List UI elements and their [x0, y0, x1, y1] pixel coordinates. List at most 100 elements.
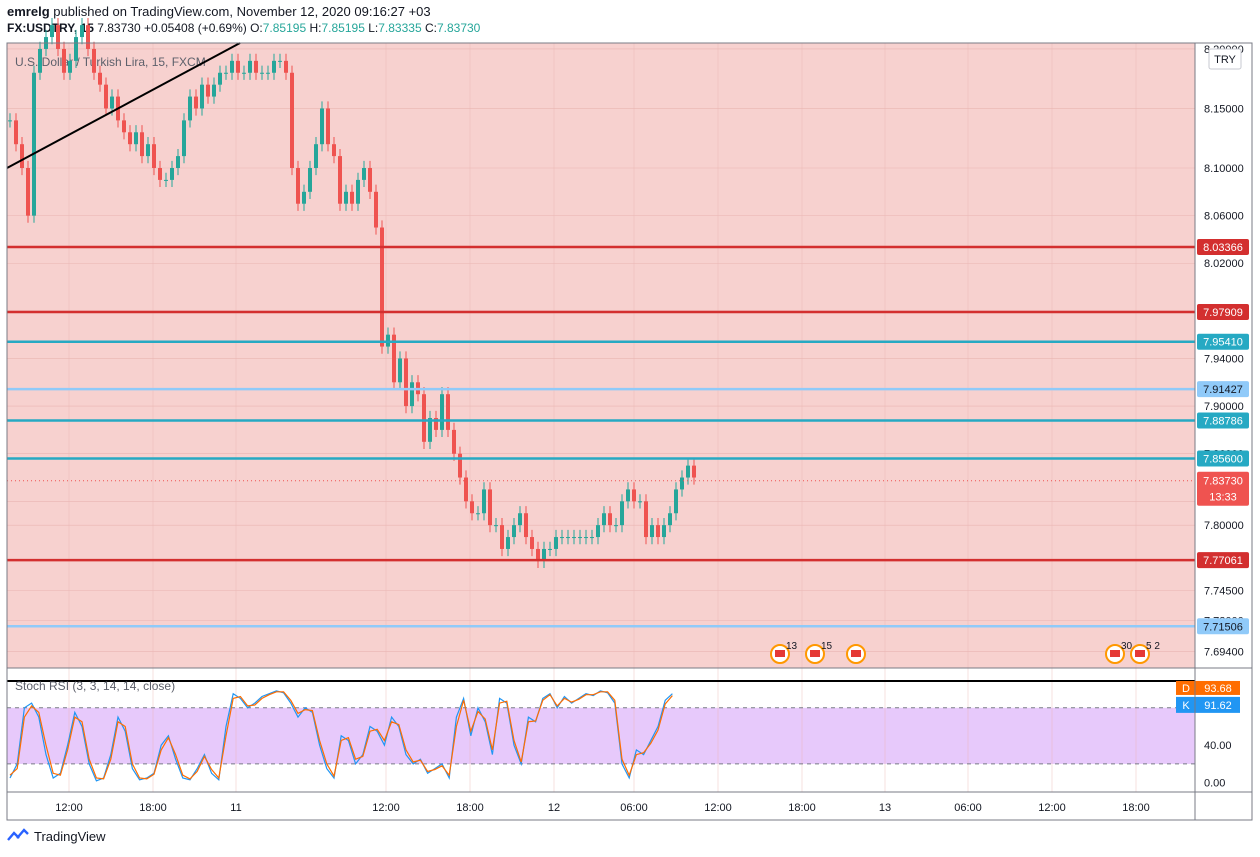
- x-tick-label: 18:00: [788, 802, 816, 814]
- candle-body: [236, 60, 240, 73]
- candle-body: [152, 144, 156, 168]
- candle-body: [578, 537, 582, 539]
- candle-body: [632, 489, 636, 502]
- y-tick-label: 7.69400: [1204, 646, 1244, 658]
- candle-body: [572, 537, 576, 539]
- candle-body: [62, 48, 66, 73]
- candle-body: [686, 465, 690, 478]
- ohlc-line: FX:USDTRY, 15 7.83730 +0.05408 (+0.69%) …: [7, 21, 480, 35]
- candle-body: [356, 179, 360, 204]
- rsi-k-value: 91.62: [1204, 700, 1232, 712]
- rsi-tick-label: 40.00: [1204, 740, 1232, 752]
- candle-body: [614, 525, 618, 527]
- candle-body: [134, 132, 138, 145]
- candle-body: [176, 156, 180, 168]
- y-tick-label: 7.90000: [1204, 401, 1244, 413]
- candle-body: [674, 489, 678, 514]
- level-price-label: 7.77061: [1203, 555, 1243, 567]
- rsi-d-tag: [1176, 680, 1240, 695]
- candle-body: [278, 60, 282, 62]
- level-price-label: 7.91427: [1203, 384, 1243, 396]
- level-price-tag: [1197, 238, 1249, 255]
- candle-body: [128, 132, 132, 145]
- candle-body: [452, 429, 456, 454]
- candle-body: [320, 108, 324, 145]
- candle-body: [26, 168, 30, 216]
- published-text: published on TradingView.com, November 1…: [53, 4, 431, 19]
- candle-body: [158, 168, 162, 180]
- candle-body: [290, 72, 294, 168]
- candle-body: [554, 537, 558, 549]
- candle-body: [398, 358, 402, 383]
- candle-body: [638, 501, 642, 503]
- low-value: 7.83335: [378, 21, 422, 35]
- candle-body: [200, 84, 204, 109]
- candle-body: [482, 489, 486, 514]
- event-count-label: 13: [786, 641, 798, 652]
- event-flag-icon: [810, 650, 820, 657]
- level-price-label: 7.95410: [1203, 337, 1243, 349]
- candle-body: [560, 537, 564, 539]
- price-change: +0.05408 (+0.69%): [143, 21, 247, 35]
- candle-body: [260, 72, 264, 74]
- y-tick-label: 7.74500: [1204, 586, 1244, 598]
- candle-body: [500, 525, 504, 549]
- x-tick-label: 12:00: [704, 802, 732, 814]
- current-price-label: 7.83730: [1203, 476, 1243, 488]
- candle-body: [224, 72, 228, 74]
- level-price-label: 8.03366: [1203, 242, 1243, 254]
- candle-body: [332, 144, 336, 157]
- candle-body: [476, 513, 480, 515]
- x-tick-label: 18:00: [139, 802, 167, 814]
- level-price-tag: [1197, 618, 1249, 635]
- candle-body: [32, 72, 36, 216]
- x-tick-label: 06:00: [954, 802, 982, 814]
- candle-body: [50, 25, 54, 38]
- candle-body: [296, 168, 300, 204]
- candle-body: [170, 168, 174, 180]
- rsi-title: Stoch RSI (3, 3, 14, 14, close): [15, 679, 175, 693]
- candle-body: [428, 418, 432, 442]
- candle-body: [248, 60, 252, 73]
- candle-body: [380, 227, 384, 347]
- candle-body: [608, 513, 612, 526]
- close-label: C:: [424, 21, 437, 35]
- candle-body: [86, 25, 90, 49]
- candle-body: [140, 132, 144, 157]
- level-price-tag: [1197, 303, 1249, 320]
- y-tick-label: 7.80000: [1204, 520, 1244, 532]
- tradingview-logo-icon: [7, 828, 29, 841]
- y-tick-label: 8.06000: [1204, 211, 1244, 223]
- candle-body: [644, 501, 648, 538]
- open-label: O:: [250, 21, 263, 35]
- y-tick-label: 8.10000: [1204, 163, 1244, 175]
- candle-body: [656, 525, 660, 538]
- rsi-k-label: K: [1182, 700, 1190, 712]
- candle-body: [14, 120, 18, 145]
- event-count-label: 5 2: [1146, 641, 1160, 652]
- candle-body: [422, 394, 426, 442]
- candle-body: [338, 156, 342, 204]
- last-price: 7.83730: [97, 21, 141, 35]
- candle-body: [74, 37, 78, 61]
- level-price-label: 7.85600: [1203, 453, 1243, 465]
- x-tick-label: 12:00: [55, 802, 83, 814]
- candle-body: [446, 394, 450, 430]
- level-price-label: 7.97909: [1203, 307, 1243, 319]
- candle-body: [308, 168, 312, 192]
- candle-body: [494, 525, 498, 527]
- publisher-name[interactable]: emrelg: [7, 4, 50, 19]
- candle-body: [146, 144, 150, 157]
- event-flag-icon: [1135, 650, 1145, 657]
- event-count-label: 15: [821, 641, 833, 652]
- close-value: 7.83730: [436, 21, 481, 35]
- level-price-tag: [1197, 381, 1249, 398]
- candle-body: [392, 334, 396, 383]
- candle-body: [98, 72, 102, 85]
- x-tick-label: 12: [548, 802, 560, 814]
- candle-body: [56, 25, 60, 49]
- x-tick-label: 13: [879, 802, 891, 814]
- event-flag-icon: [851, 650, 861, 657]
- candle-body: [464, 477, 468, 502]
